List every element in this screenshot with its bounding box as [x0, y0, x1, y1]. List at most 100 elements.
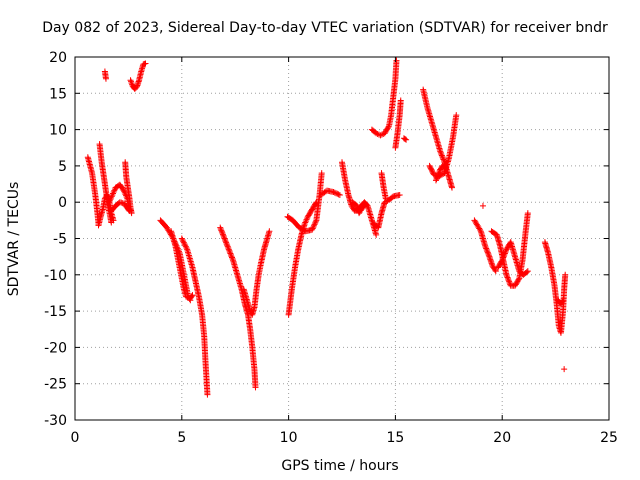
- data-point: [500, 254, 507, 261]
- data-point: [181, 240, 188, 247]
- data-point: [492, 268, 499, 275]
- data-point: [479, 202, 486, 209]
- data-point: [110, 189, 117, 196]
- data-point: [477, 226, 484, 233]
- data-points: [84, 57, 569, 398]
- grid-lines: [75, 57, 609, 420]
- data-point: [439, 155, 446, 162]
- data-point: [396, 191, 403, 198]
- data-point: [331, 189, 338, 196]
- data-point: [524, 268, 531, 275]
- data-point: [483, 245, 490, 252]
- data-point: [373, 130, 380, 137]
- data-point: [498, 258, 505, 265]
- data-point: [442, 164, 449, 171]
- data-point: [439, 153, 446, 160]
- data-point: [217, 225, 224, 232]
- data-point: [373, 231, 380, 238]
- data-point: [220, 232, 227, 239]
- data-point: [506, 278, 513, 285]
- data-point: [485, 252, 492, 259]
- data-point: [435, 171, 442, 178]
- data-point: [108, 194, 115, 201]
- data-point: [310, 224, 317, 231]
- data-point: [434, 173, 441, 180]
- data-point: [227, 251, 234, 258]
- data-point: [504, 274, 511, 281]
- data-point: [226, 249, 233, 256]
- y-tick-label: -20: [44, 340, 67, 356]
- data-point: [309, 226, 316, 233]
- data-point: [110, 190, 117, 197]
- data-point: [128, 78, 135, 85]
- data-point: [300, 226, 307, 233]
- data-point: [312, 220, 319, 227]
- data-point: [382, 195, 389, 202]
- data-point: [217, 224, 224, 231]
- data-point: [225, 245, 232, 252]
- data-point: [378, 131, 385, 138]
- data-point: [178, 235, 185, 242]
- data-point: [502, 249, 509, 256]
- data-point: [433, 176, 440, 183]
- x-tick-label: 0: [71, 430, 80, 446]
- data-point: [180, 239, 187, 246]
- data-point: [397, 97, 404, 104]
- data-point: [222, 236, 229, 243]
- data-point: [128, 210, 135, 217]
- data-point: [505, 277, 512, 284]
- data-point: [484, 249, 491, 256]
- data-point: [106, 199, 113, 206]
- data-point: [266, 228, 273, 235]
- data-point: [223, 240, 230, 247]
- y-tick-label: -10: [44, 268, 67, 284]
- data-point: [252, 384, 259, 391]
- data-point: [377, 132, 384, 139]
- data-point: [301, 220, 308, 227]
- data-point: [561, 366, 568, 373]
- data-point: [223, 239, 230, 246]
- data-point: [318, 170, 325, 177]
- data-point: [482, 242, 489, 249]
- data-point: [142, 60, 149, 67]
- data-point: [449, 184, 456, 191]
- y-tick-label: 15: [49, 86, 67, 102]
- data-point: [440, 156, 447, 163]
- data-point: [437, 148, 444, 155]
- x-axis-label: GPS time / hours: [281, 458, 398, 474]
- y-tick-label: -15: [44, 304, 67, 320]
- data-point: [221, 235, 228, 242]
- data-point: [362, 201, 369, 208]
- data-point: [189, 292, 196, 299]
- data-point: [436, 167, 443, 174]
- data-point: [505, 275, 512, 282]
- data-point: [180, 238, 187, 245]
- axis-ticks: 0 5 10 15 20 25 -30 -25 -20 -15 -10 -5 0 5 10 15 20: [44, 50, 618, 446]
- data-point: [108, 219, 115, 226]
- data-point: [485, 250, 492, 257]
- data-point: [108, 193, 115, 200]
- data-point: [453, 112, 460, 119]
- data-point: [302, 218, 309, 225]
- data-point: [484, 248, 491, 255]
- data-point: [106, 197, 113, 204]
- data-point: [385, 124, 392, 131]
- data-point: [111, 187, 118, 194]
- data-point: [222, 238, 229, 245]
- data-point: [432, 177, 439, 184]
- data-point: [310, 222, 317, 229]
- data-point: [296, 224, 303, 231]
- data-point: [304, 215, 311, 222]
- data-point: [179, 236, 186, 243]
- data-point: [482, 244, 489, 251]
- data-point: [436, 169, 443, 176]
- data-point: [393, 57, 400, 64]
- y-tick-label: -5: [53, 232, 67, 248]
- data-point: [559, 298, 566, 305]
- data-point: [183, 245, 190, 252]
- data-point: [128, 80, 135, 87]
- data-point: [311, 221, 318, 228]
- data-point: [204, 391, 211, 398]
- data-point: [361, 202, 368, 209]
- data-point: [188, 293, 195, 300]
